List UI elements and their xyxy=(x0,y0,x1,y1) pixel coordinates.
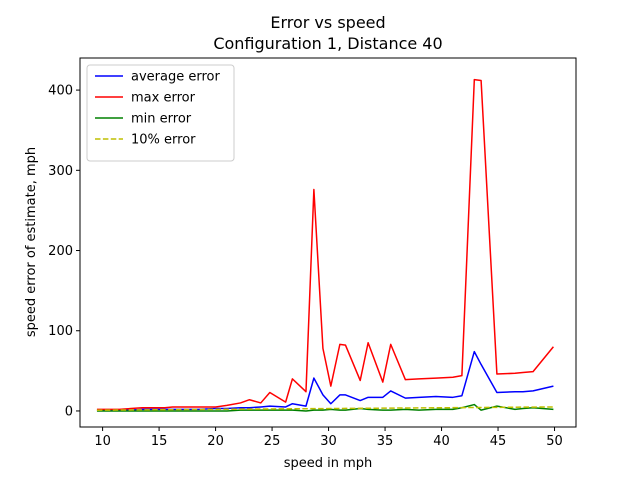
y-tick-label: 0 xyxy=(65,404,73,419)
series-line-3 xyxy=(96,406,554,411)
chart-subtitle: Configuration 1, Distance 40 xyxy=(213,34,442,53)
x-tick-label: 10 xyxy=(94,434,111,449)
legend-label: max error xyxy=(131,91,196,106)
series-line-1 xyxy=(96,78,554,411)
y-axis-label: speed error of estimate, mph xyxy=(24,147,39,337)
x-tick-label: 25 xyxy=(264,434,281,449)
x-tick-label: 35 xyxy=(377,434,394,449)
x-tick-label: 45 xyxy=(490,434,507,449)
y-tick-label: 400 xyxy=(48,84,73,99)
x-tick-label: 20 xyxy=(207,434,224,449)
y-tick-label: 300 xyxy=(48,164,73,179)
x-tick-label: 15 xyxy=(151,434,168,449)
legend-label: 10% error xyxy=(131,133,196,148)
y-tick-label: 200 xyxy=(48,244,73,259)
legend-label: min error xyxy=(131,112,192,127)
legend-label: average error xyxy=(131,70,220,85)
chart-title: Error vs speed xyxy=(270,13,385,32)
series-line-2 xyxy=(96,403,554,412)
x-tick-label: 50 xyxy=(546,434,563,449)
x-tick-label: 30 xyxy=(320,434,337,449)
plot-area xyxy=(96,78,554,412)
legend-box xyxy=(86,64,235,162)
y-tick-label: 100 xyxy=(48,324,73,339)
plot-frame xyxy=(79,57,577,428)
x-axis-label: speed in mph xyxy=(284,456,373,471)
x-tick-label: 40 xyxy=(433,434,450,449)
legend: average error max error min error 10% error xyxy=(86,64,235,162)
axis-ticks: 10 15 20 25 30 35 40 45 50 0 100 200 300 400 xyxy=(48,84,563,449)
